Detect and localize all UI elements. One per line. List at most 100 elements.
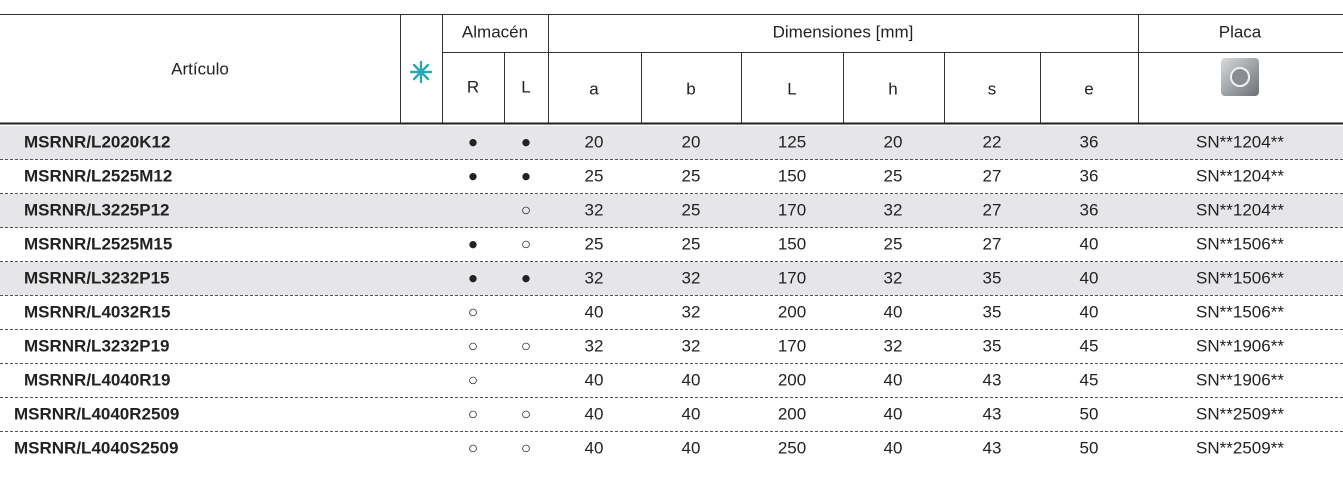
stock-marker: ○: [468, 302, 478, 321]
stock-marker: ○: [521, 404, 531, 423]
insert-code: SN**1204**: [1196, 166, 1284, 185]
dimension-value: 32: [682, 302, 701, 321]
dimension-value: 43: [983, 404, 1002, 423]
stock-marker: ●: [468, 166, 478, 185]
article-code: MSRNR/L4040R19: [24, 370, 170, 389]
article-code: MSRNR/L3232P19: [24, 336, 170, 355]
header-insert: Placa: [1219, 22, 1262, 41]
dimension-value: 40: [585, 370, 604, 389]
stock-marker: ○: [468, 438, 478, 457]
header-stock: Almacén: [462, 22, 528, 41]
dimension-value: 40: [1080, 268, 1099, 287]
dimension-value: 36: [1080, 132, 1099, 151]
dimension-value: 25: [884, 166, 903, 185]
stock-marker: ○: [468, 404, 478, 423]
row-background: [0, 126, 1343, 160]
dimension-value: 40: [884, 438, 903, 457]
article-code: MSRNR/L3225P12: [24, 200, 170, 219]
stock-marker: ○: [468, 336, 478, 355]
dimension-value: 35: [983, 336, 1002, 355]
dimension-value: 40: [682, 370, 701, 389]
header-dimensions: Dimensiones [mm]: [773, 22, 914, 41]
dimension-value: 20: [884, 132, 903, 151]
stock-col-label: L: [521, 77, 530, 96]
dimension-value: 43: [983, 370, 1002, 389]
article-code: MSRNR/L4040R2509: [14, 404, 179, 423]
article-code: MSRNR/L4032R15: [24, 302, 170, 321]
dimension-value: 200: [778, 404, 806, 423]
dimension-value: 150: [778, 234, 806, 253]
dimension-value: 150: [778, 166, 806, 185]
dimension-value: 25: [682, 200, 701, 219]
dimension-value: 40: [884, 370, 903, 389]
dimension-value: 32: [585, 336, 604, 355]
stock-marker: ○: [521, 336, 531, 355]
dimension-value: 40: [682, 438, 701, 457]
dimension-value: 45: [1080, 370, 1099, 389]
dimension-value: 27: [983, 234, 1002, 253]
dimension-value: 170: [778, 336, 806, 355]
dimension-col-label: b: [686, 79, 695, 98]
dimension-col-label: L: [787, 79, 796, 98]
article-code: MSRNR/L2525M15: [24, 234, 172, 253]
dimension-value: 40: [682, 404, 701, 423]
stock-marker: ●: [468, 132, 478, 151]
dimension-col-label: s: [988, 79, 997, 98]
article-code: MSRNR/L3232P15: [24, 268, 170, 287]
stock-marker: ○: [521, 234, 531, 253]
row-background: [0, 194, 1343, 228]
dimension-col-label: e: [1084, 79, 1093, 98]
coating-icon: [409, 60, 433, 84]
dimension-value: 32: [585, 200, 604, 219]
insert-code: SN**1506**: [1196, 268, 1284, 287]
insert-code: SN**2509**: [1196, 438, 1284, 457]
dimension-col-label: h: [888, 79, 897, 98]
dimension-value: 25: [682, 234, 701, 253]
dimension-value: 170: [778, 268, 806, 287]
dimension-value: 35: [983, 302, 1002, 321]
dimension-value: 40: [884, 302, 903, 321]
stock-marker: ●: [521, 166, 531, 185]
stock-marker: ●: [521, 268, 531, 287]
dimension-value: 25: [884, 234, 903, 253]
dimension-value: 25: [585, 234, 604, 253]
insert-code: SN**1906**: [1196, 370, 1284, 389]
insert-image: [1221, 58, 1259, 96]
insert-code: SN**1506**: [1196, 234, 1284, 253]
dimension-value: 40: [585, 404, 604, 423]
dimension-value: 20: [585, 132, 604, 151]
article-code: MSRNR/L4040S2509: [14, 438, 178, 457]
dimension-value: 32: [585, 268, 604, 287]
dimension-value: 250: [778, 438, 806, 457]
dimension-value: 125: [778, 132, 806, 151]
insert-code: SN**1906**: [1196, 336, 1284, 355]
dimension-value: 36: [1080, 166, 1099, 185]
dimension-value: 25: [682, 166, 701, 185]
article-code: MSRNR/L2525M12: [24, 166, 172, 185]
dimension-value: 50: [1080, 438, 1099, 457]
dimension-value: 35: [983, 268, 1002, 287]
stock-marker: ○: [521, 438, 531, 457]
dimension-value: 36: [1080, 200, 1099, 219]
header-article: Artículo: [171, 59, 229, 78]
row-background: [0, 262, 1343, 296]
insert-code: SN**1204**: [1196, 132, 1284, 151]
dimension-value: 27: [983, 166, 1002, 185]
insert-code: SN**1506**: [1196, 302, 1284, 321]
dimension-value: 32: [884, 336, 903, 355]
insert-code: SN**2509**: [1196, 404, 1284, 423]
stock-col-label: R: [467, 77, 479, 96]
stock-marker: ○: [468, 370, 478, 389]
dimension-value: 200: [778, 370, 806, 389]
dimension-value: 20: [682, 132, 701, 151]
dimension-value: 32: [884, 200, 903, 219]
dimension-value: 45: [1080, 336, 1099, 355]
insert-code: SN**1204**: [1196, 200, 1284, 219]
dimension-value: 27: [983, 200, 1002, 219]
dimension-value: 32: [682, 268, 701, 287]
stock-marker: ●: [468, 234, 478, 253]
dimension-value: 200: [778, 302, 806, 321]
dimension-value: 50: [1080, 404, 1099, 423]
stock-marker: ○: [521, 200, 531, 219]
